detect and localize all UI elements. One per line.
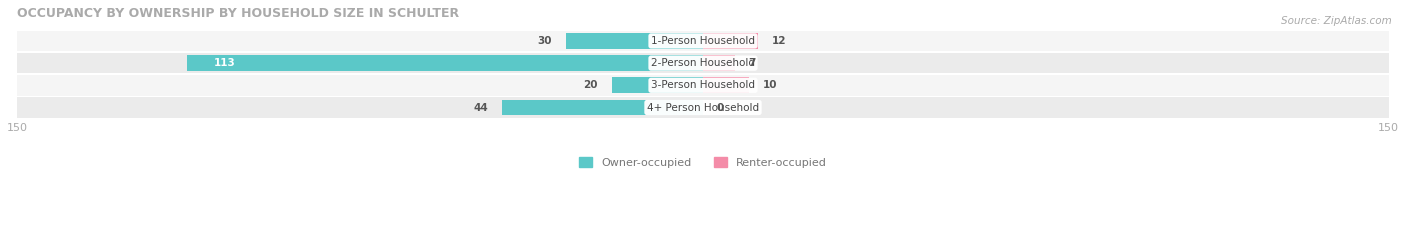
Text: 20: 20 (583, 80, 598, 90)
Text: 10: 10 (762, 80, 778, 90)
Text: 3-Person Household: 3-Person Household (651, 80, 755, 90)
Bar (703, 55, 735, 71)
Bar (703, 77, 749, 93)
Text: 44: 44 (474, 103, 488, 113)
Bar (612, 77, 703, 93)
Bar (17, 31, 1389, 51)
Bar (17, 75, 1389, 96)
Text: 1-Person Household: 1-Person Household (651, 36, 755, 46)
Bar (17, 53, 1389, 73)
Text: 0: 0 (717, 103, 724, 113)
Text: 113: 113 (214, 58, 236, 68)
Text: 2-Person Household: 2-Person Household (651, 58, 755, 68)
Text: Source: ZipAtlas.com: Source: ZipAtlas.com (1281, 16, 1392, 26)
Text: 7: 7 (749, 58, 756, 68)
Text: 30: 30 (537, 36, 553, 46)
Text: OCCUPANCY BY OWNERSHIP BY HOUSEHOLD SIZE IN SCHULTER: OCCUPANCY BY OWNERSHIP BY HOUSEHOLD SIZE… (17, 7, 460, 20)
Bar (187, 55, 703, 71)
Legend: Owner-occupied, Renter-occupied: Owner-occupied, Renter-occupied (575, 152, 831, 172)
Bar (502, 99, 703, 116)
Text: 4+ Person Household: 4+ Person Household (647, 103, 759, 113)
Bar (703, 33, 758, 49)
Text: 12: 12 (772, 36, 786, 46)
Bar (565, 33, 703, 49)
Bar (17, 97, 1389, 118)
